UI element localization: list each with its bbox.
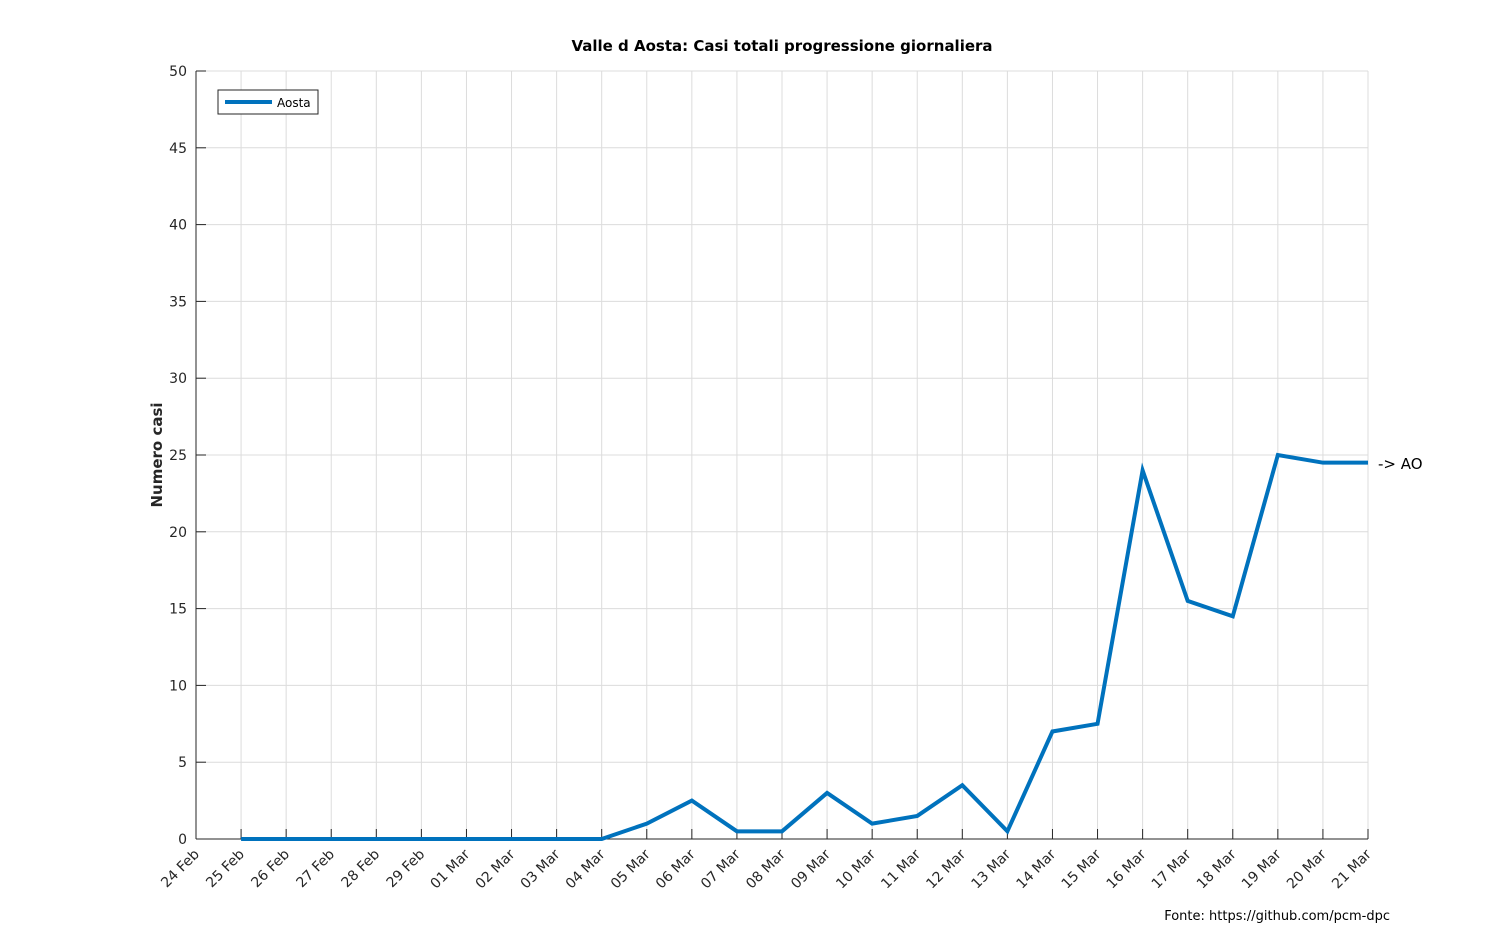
x-tick-label: 13 Mar <box>968 846 1014 892</box>
x-tick-label: 05 Mar <box>608 846 654 892</box>
x-tick-label: 20 Mar <box>1284 846 1330 892</box>
x-tick-label: 09 Mar <box>788 846 834 892</box>
source-text: Fonte: https://github.com/pcm-dpc <box>1164 909 1390 924</box>
x-tick-label: 06 Mar <box>653 846 699 892</box>
chart-title: Valle d Aosta: Casi totali progressione … <box>571 37 992 55</box>
y-tick-label: 20 <box>169 525 187 541</box>
y-tick-label: 50 <box>169 64 187 80</box>
y-tick-label: 35 <box>169 294 187 310</box>
legend-label-aosta: Aosta <box>277 96 311 110</box>
y-tick-label: 45 <box>169 141 187 157</box>
y-tick-label: 30 <box>169 371 187 387</box>
x-tick-label: 18 Mar <box>1194 846 1240 892</box>
x-tick-label: 19 Mar <box>1239 846 1285 892</box>
x-tick-label: 24 Feb <box>158 846 203 891</box>
x-tick-label: 26 Feb <box>248 846 293 891</box>
end-annotation: -> AO <box>1378 455 1423 473</box>
y-tick-label: 0 <box>178 832 187 848</box>
x-tick-label: 04 Mar <box>563 846 609 892</box>
x-tick-label: 14 Mar <box>1014 846 1060 892</box>
x-tick-label: 17 Mar <box>1149 846 1195 892</box>
x-tick-labels: 24 Feb 25 Feb 26 Feb 27 Feb 28 Feb 29 Feb 01 M… <box>158 846 1375 892</box>
y-tick-label: 40 <box>169 218 187 234</box>
x-tick-label: 12 Mar <box>923 846 969 892</box>
x-tick-label: 29 Feb <box>384 846 429 891</box>
x-tick-label: 03 Mar <box>518 846 564 892</box>
legend: Aosta <box>217 89 319 115</box>
x-tick-label: 07 Mar <box>698 846 744 892</box>
y-tick-label: 15 <box>169 602 187 618</box>
series <box>241 452 1368 841</box>
x-tick-label: 10 Mar <box>833 846 879 892</box>
x-tick-label: 02 Mar <box>473 846 519 892</box>
y-tick-label: 10 <box>169 678 187 694</box>
grid <box>196 70 1369 839</box>
x-tick-label: 16 Mar <box>1104 846 1150 892</box>
x-tick-label: 01 Mar <box>428 846 474 892</box>
x-tick-label: 11 Mar <box>878 846 924 892</box>
x-tick-label: 27 Feb <box>293 846 338 891</box>
x-tick-label: 28 Feb <box>339 846 384 891</box>
series-line-aosta <box>241 452 1368 841</box>
y-tick-labels: 0 5 10 15 20 25 30 35 40 45 50 <box>169 64 187 848</box>
y-tick-label: 5 <box>178 755 187 771</box>
y-axis-label: Numero casi <box>148 402 166 507</box>
x-tick-label: 15 Mar <box>1059 846 1105 892</box>
x-tick-label: 08 Mar <box>743 846 789 892</box>
x-tick-label: 25 Feb <box>203 846 248 891</box>
x-tick-label: 21 Mar <box>1329 846 1375 892</box>
y-tick-label: 25 <box>169 448 187 464</box>
